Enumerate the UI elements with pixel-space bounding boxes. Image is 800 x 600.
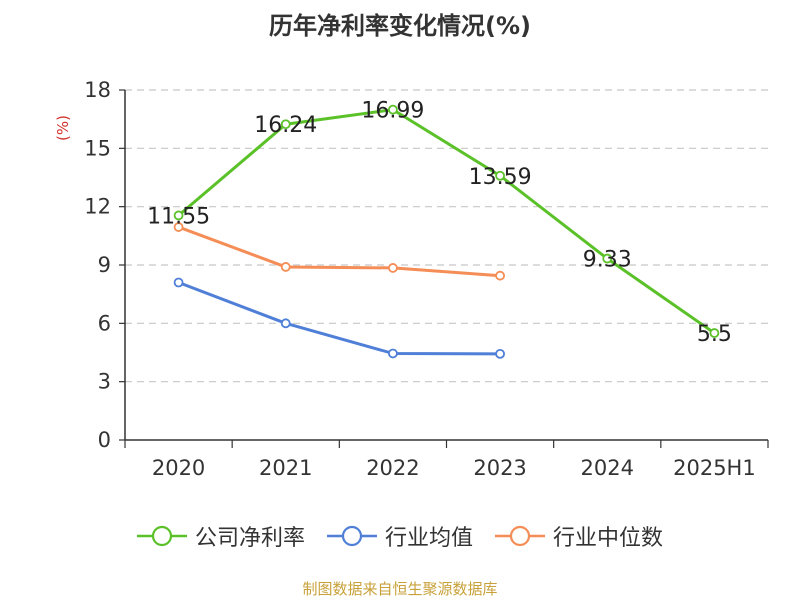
data-point — [709, 328, 720, 338]
data-label: 9.33 — [583, 248, 632, 273]
legend-swatch — [136, 525, 187, 547]
legend-item[interactable]: 行业均值 — [326, 520, 473, 552]
data-point — [173, 277, 184, 288]
label-layer: 11.55 16.24 16.99 13.59 9.33 5.5 — [147, 99, 732, 347]
y-tick-label: 0 — [98, 428, 111, 452]
data-point — [495, 170, 505, 181]
x-tick-label: 2025H1 — [673, 456, 756, 480]
data-point — [602, 253, 613, 264]
y-tick-label: 6 — [98, 311, 111, 335]
data-point — [495, 270, 505, 281]
legend-swatch-marker — [151, 525, 173, 547]
legend-swatch — [495, 525, 545, 547]
legend-swatch-marker — [509, 525, 531, 547]
legend-item[interactable]: 行业中位数 — [495, 520, 663, 552]
data-point — [280, 318, 291, 329]
data-point — [280, 119, 291, 130]
data-point — [388, 263, 398, 273]
x-tick-label: 2022 — [366, 456, 419, 480]
source-note: 制图数据来自恒生聚源数据库 — [302, 580, 498, 598]
y-tick-label: 15 — [84, 136, 111, 160]
legend-item[interactable]: 公司净利率 — [136, 520, 305, 552]
data-point — [173, 222, 184, 232]
y-tick-label: 18 — [84, 78, 111, 102]
data-point — [280, 262, 291, 272]
data-label: 11.55 — [147, 204, 210, 229]
x-tick-label: 2020 — [152, 456, 205, 480]
data-point — [388, 104, 398, 115]
legend: 公司净利率 行业均值 行业中位数 — [0, 520, 800, 552]
series-line-0 — [177, 108, 716, 335]
x-tick-label: 2024 — [581, 456, 634, 480]
series-line-2 — [178, 225, 501, 278]
chart-title: 历年净利率变化情况(%) — [269, 12, 531, 40]
x-tick-label: 2023 — [473, 456, 526, 480]
data-label: 13.59 — [469, 165, 532, 190]
data-label: 16.99 — [361, 99, 424, 124]
series-line-1 — [178, 281, 501, 356]
legend-label: 公司净利率 — [194, 526, 305, 551]
legend-label: 行业中位数 — [553, 526, 664, 551]
data-point — [388, 348, 398, 359]
data-point — [173, 210, 184, 221]
y-tick-label: 3 — [98, 370, 111, 394]
data-label: 16.24 — [254, 113, 317, 138]
y-tick-label: 9 — [98, 253, 111, 277]
y-axis-label: (%) — [54, 115, 72, 141]
axis-layer: 0 3 6 9 12 15 18 2020 2021 2022 2023 2024 2025H1 — [84, 78, 769, 480]
y-tick-label: 12 — [84, 195, 111, 219]
x-tick-label: 2021 — [259, 456, 312, 480]
grid-layer — [125, 89, 768, 383]
data-point — [495, 348, 505, 359]
legend-swatch-marker — [341, 525, 363, 547]
legend-swatch — [326, 525, 377, 547]
legend-label: 行业均值 — [384, 526, 473, 551]
series-layer — [173, 104, 720, 359]
data-label: 5.5 — [697, 322, 732, 347]
